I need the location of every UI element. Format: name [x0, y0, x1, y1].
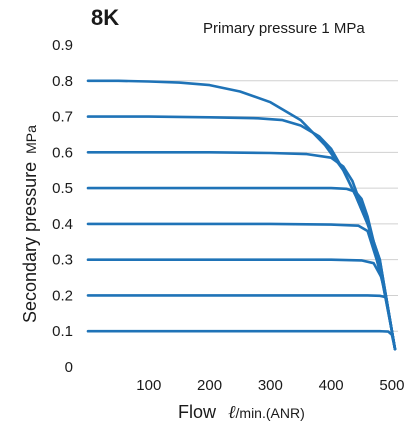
x-axis-label: Flow [178, 402, 217, 422]
y-tick-label-0.5: 0.5 [52, 180, 73, 197]
x-tick-label-300: 300 [258, 377, 283, 394]
x-axis-unit-symbol: ℓ [228, 402, 236, 422]
y-axis-ticks: 0 0.1 0.2 0.3 0.4 0.5 0.6 0.7 0.8 0.9 [52, 37, 73, 376]
x-tick-label-200: 200 [197, 377, 222, 394]
y-axis-label: Secondary pressure [20, 162, 40, 323]
y-tick-label-0.7: 0.7 [52, 109, 73, 126]
chart-subtitle: Primary pressure 1 MPa [203, 20, 365, 37]
y-tick-label-0.6: 0.6 [52, 144, 73, 161]
y-tick-label-0.3: 0.3 [52, 252, 73, 269]
x-tick-label-400: 400 [319, 377, 344, 394]
series-line-5 [86, 186, 397, 351]
x-axis-unit: /min.(ANR) [236, 405, 305, 421]
y-tick-label-0.9: 0.9 [52, 37, 73, 54]
series-line-2 [86, 294, 397, 351]
y-tick-label-0.4: 0.4 [52, 216, 73, 233]
y-axis-title: Secondary pressure MPa [20, 125, 40, 323]
x-axis-ticks: 100 200 300 400 500 [136, 377, 404, 394]
series-line-1 [86, 329, 397, 351]
y-tick-label-0.2: 0.2 [52, 287, 73, 304]
y-tick-label-0.8: 0.8 [52, 73, 73, 90]
series-group [86, 79, 397, 351]
y-tick-label-0.1: 0.1 [52, 323, 73, 340]
x-tick-label-500: 500 [379, 377, 404, 394]
chart-title: 8K [91, 5, 119, 30]
series-line-8 [86, 79, 397, 351]
x-axis-title: Flow ℓ/min.(ANR) [178, 402, 305, 422]
x-tick-label-100: 100 [136, 377, 161, 394]
y-tick-label-0: 0 [65, 359, 73, 376]
y-axis-unit: MPa [23, 125, 39, 154]
series-line-3 [86, 258, 397, 351]
